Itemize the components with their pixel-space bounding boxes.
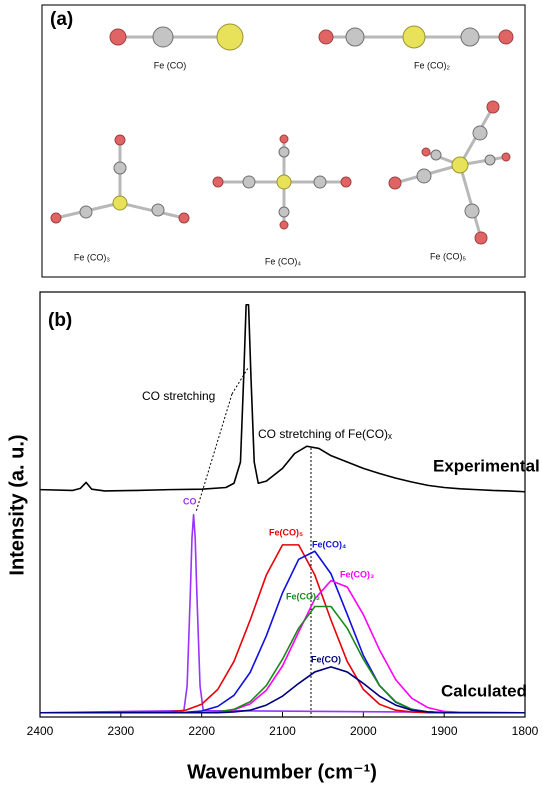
x-tick-label: 2200 [188, 724, 215, 738]
annotation: CO stretching of Fe(CO)ₓ [258, 427, 392, 441]
x-axis-label: Wavenumber (cm⁻¹) [187, 761, 377, 783]
molecule-label: Fe (CO) [154, 60, 187, 70]
molecule-label: Fe (CO)₄ [265, 256, 301, 266]
plot-frame [40, 292, 525, 717]
x-tick-label: 2400 [27, 724, 54, 738]
figure: (a) Fe (CO) Fe (CO)₂ Fe (CO)₃ Fe (CO)₄ F… [0, 0, 542, 789]
pointer-line [196, 394, 232, 512]
series-label: Fe(CO)₄ [312, 539, 346, 549]
molecule-feco3 [51, 135, 189, 223]
x-tick-label: 2300 [107, 724, 134, 738]
molecule-feco4 [213, 135, 351, 229]
series-label: Fe(CO)₅ [269, 527, 303, 537]
series-label: Fe(CO)₃ [340, 569, 374, 579]
series-label: Fe(CO)₂ [286, 591, 320, 601]
annotation: Calculated [441, 681, 527, 700]
molecule-label: Fe (CO)₃ [74, 252, 110, 262]
panel-label: (b) [48, 310, 72, 331]
series-label: Fe(CO) [311, 654, 341, 664]
panel-label: (a) [50, 9, 73, 30]
molecule-feco2 [319, 26, 513, 48]
x-tick-label: 2100 [269, 724, 296, 738]
x-tick-label: 1800 [512, 724, 539, 738]
molecule-label: Fe (CO)₂ [414, 60, 450, 70]
x-tick-label: 2000 [350, 724, 377, 738]
molecule-feco5 [389, 101, 510, 244]
x-tick-label: 1900 [431, 724, 458, 738]
molecule-feco [110, 24, 243, 50]
pointer-line [232, 368, 248, 394]
annotation: CO stretching [142, 389, 215, 403]
y-axis-label: Intensity (a. u.) [6, 434, 28, 575]
molecule-label: Fe (CO)₅ [430, 251, 466, 261]
series-label: Experimental [433, 456, 540, 475]
page: {"panel_a": {"label": "(a)", "molecules"… [0, 0, 542, 789]
series-label: CO [183, 496, 197, 506]
